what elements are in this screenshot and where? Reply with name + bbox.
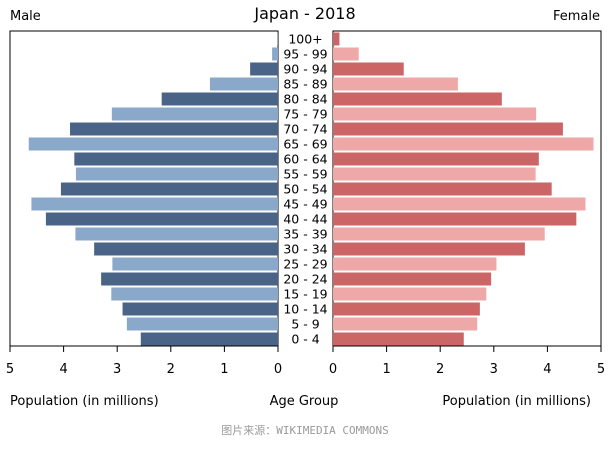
male-tick-label: 1 [220,362,228,377]
female-bar-55-59 [333,167,536,181]
age-label: 10 - 14 [283,302,327,317]
age-label: 35 - 39 [283,227,327,242]
female-bar-85-89 [333,77,458,91]
female-bar-70-74 [333,122,563,136]
male-bar-70-74 [70,122,278,136]
female-bar-60-64 [333,152,539,166]
age-label: 40 - 44 [283,212,327,227]
age-label: 50 - 54 [283,182,327,197]
male-bar-55-59 [75,167,279,181]
age-label: 15 - 19 [283,287,327,302]
male-axis-label: Population (in millions) [10,394,159,409]
age-label: 5 - 9 [291,317,319,332]
age-label: 80 - 84 [283,92,327,107]
male-bar-45-49 [31,197,278,211]
age-label: 90 - 94 [283,62,327,77]
female-bar-95-99 [333,47,359,61]
female-bar-100+ [333,32,340,46]
female-bar-50-54 [333,182,552,196]
male-bar-15-19 [111,287,278,301]
female-bar-90-94 [333,62,404,76]
age-label: 95 - 99 [283,47,327,62]
age-group-axis-label: Age Group [270,394,339,409]
female-bar-45-49 [333,197,586,211]
male-bar-65-69 [28,137,279,151]
age-label: 65 - 69 [283,137,327,152]
female-bar-0-4 [333,332,464,346]
male-bars [28,32,279,346]
male-x-axis-ticks: 0 1 2 3 4 5 [6,346,282,377]
female-x-axis-ticks: 0 1 2 3 4 5 [329,346,605,377]
female-bar-10-14 [333,302,480,316]
female-bar-75-79 [333,107,537,121]
male-bar-85-89 [209,77,278,91]
male-tick-label: 0 [274,362,282,377]
female-tick-label: 0 [329,362,337,377]
female-label: Female [553,9,600,24]
female-bar-20-24 [333,272,492,286]
female-axis-label: Population (in millions) [442,394,591,409]
male-bar-60-64 [74,152,278,166]
male-bar-30-34 [94,242,279,256]
male-tick-label: 4 [59,362,67,377]
male-bar-25-29 [112,257,278,271]
female-bar-30-34 [333,242,525,256]
age-label: 70 - 74 [283,122,327,137]
female-bar-40-44 [333,212,577,226]
female-bar-65-69 [333,137,594,151]
female-tick-label: 5 [597,362,605,377]
age-label: 30 - 34 [283,242,327,257]
male-bar-75-79 [111,107,278,121]
male-bar-35-39 [75,227,278,241]
male-bar-10-14 [122,302,278,316]
female-bar-5-9 [333,317,478,331]
male-tick-label: 2 [167,362,175,377]
female-bar-25-29 [333,257,497,271]
male-tick-label: 3 [113,362,121,377]
male-label: Male [10,9,41,24]
female-bar-15-19 [333,287,487,301]
male-bar-90-94 [250,62,278,76]
age-label: 55 - 59 [283,167,327,182]
age-label: 75 - 79 [283,107,327,122]
age-label: 85 - 89 [283,77,327,92]
age-label: 100+ [288,32,322,47]
age-label: 60 - 64 [283,152,327,167]
male-bar-20-24 [101,272,279,286]
male-bar-80-84 [161,92,278,106]
female-tick-label: 3 [490,362,498,377]
male-bar-0-4 [140,332,278,346]
female-bar-35-39 [333,227,545,241]
chart-title: Japan - 2018 [253,4,355,23]
age-label: 20 - 24 [283,272,327,287]
age-label: 0 - 4 [291,332,319,347]
male-bar-95-99 [272,47,278,61]
source-watermark: 图片来源：WIKIMEDIA COMMONS [221,423,389,437]
male-bar-50-54 [60,182,278,196]
female-bar-80-84 [333,92,502,106]
male-bar-40-44 [45,212,278,226]
male-bar-100+ [277,32,278,46]
male-tick-label: 5 [6,362,14,377]
age-label: 25 - 29 [283,257,327,272]
female-tick-label: 2 [436,362,444,377]
female-bars [333,32,594,346]
female-tick-label: 1 [382,362,390,377]
male-bar-5-9 [126,317,278,331]
age-label: 45 - 49 [283,197,327,212]
female-tick-label: 4 [543,362,551,377]
